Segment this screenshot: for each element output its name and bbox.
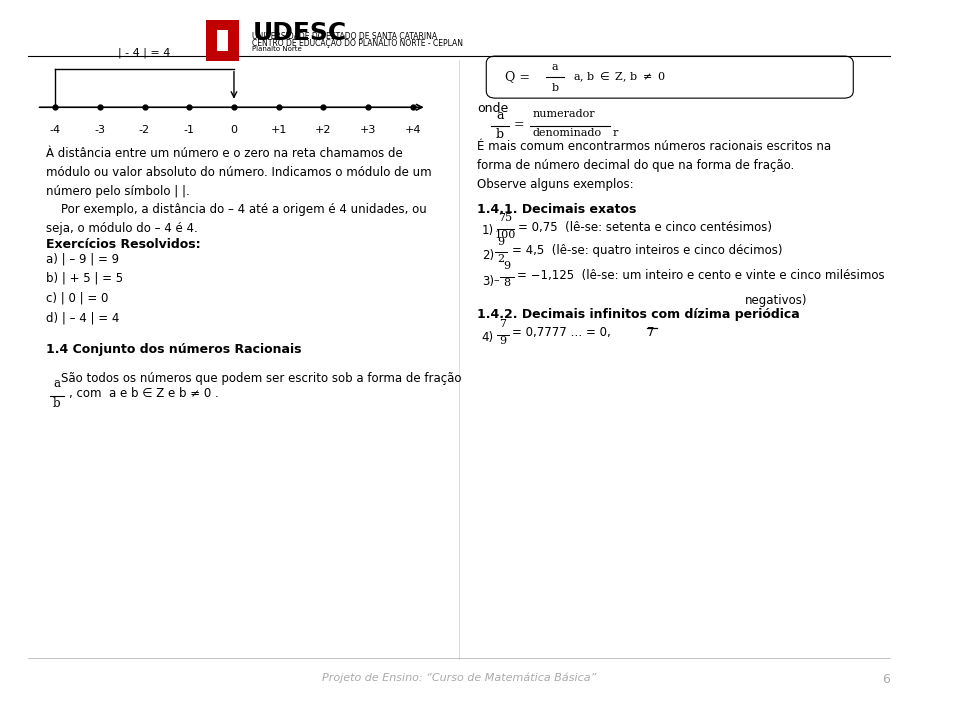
Text: 0: 0 [230, 125, 237, 135]
Text: +2: +2 [315, 125, 331, 135]
Text: –: – [493, 275, 499, 285]
Text: UDESC: UDESC [252, 21, 347, 45]
Text: +4: +4 [404, 125, 421, 135]
Text: , com  a e b ∈ Z e b ≠ 0 .: , com a e b ∈ Z e b ≠ 0 . [69, 388, 219, 400]
Text: +3: +3 [360, 125, 376, 135]
Text: = 0,75  (lê-se: setenta e cinco centésimos): = 0,75 (lê-se: setenta e cinco centésimo… [518, 221, 773, 233]
Text: onde: onde [477, 102, 509, 115]
Text: a: a [552, 62, 559, 72]
Text: b: b [552, 83, 559, 93]
Text: Projeto de Ensino: “Curso de Matemática Básica”: Projeto de Ensino: “Curso de Matemática … [322, 673, 596, 683]
Text: 1.4 Conjunto dos números Racionais: 1.4 Conjunto dos números Racionais [46, 343, 301, 357]
Text: 9: 9 [503, 261, 510, 271]
Text: Exercícios Resolvidos:: Exercícios Resolvidos: [46, 238, 201, 252]
Text: 1.4.2. Decimais infinitos com dízima periódica: 1.4.2. Decimais infinitos com dízima per… [477, 308, 800, 322]
Text: b: b [496, 128, 504, 141]
Text: 100: 100 [494, 230, 516, 240]
Bar [206, 20, 238, 61]
Text: negativos): negativos) [745, 294, 807, 308]
Text: À distância entre um número e o zero na reta chamamos de
módulo ou valor absolut: À distância entre um número e o zero na … [46, 147, 431, 198]
Text: a: a [496, 109, 504, 122]
Text: denominado: denominado [532, 128, 601, 137]
Text: -3: -3 [94, 125, 106, 135]
Text: 7: 7 [647, 326, 655, 339]
Text: | - 4 | = 4: | - 4 | = 4 [118, 48, 171, 58]
Text: r: r [612, 128, 618, 137]
Text: É mais comum encontrarmos números racionais escritos na
forma de número decimal : É mais comum encontrarmos números racion… [477, 140, 831, 191]
Text: -4: -4 [50, 125, 60, 135]
Text: 2): 2) [482, 249, 493, 262]
Text: b: b [53, 397, 60, 411]
Text: d) | – 4 | = 4: d) | – 4 | = 4 [46, 311, 119, 325]
Text: CENTRO DE EDUCAÇÃO DO PLANALTO NORTE - CEPLAN: CENTRO DE EDUCAÇÃO DO PLANALTO NORTE - C… [252, 38, 464, 48]
Text: 4): 4) [482, 331, 493, 344]
Text: 1): 1) [482, 224, 493, 238]
Text: 8: 8 [503, 278, 510, 288]
Text: a: a [54, 377, 60, 390]
Text: +1: +1 [271, 125, 287, 135]
FancyBboxPatch shape [487, 56, 853, 98]
Bar [217, 30, 228, 51]
Text: 75: 75 [498, 213, 513, 223]
Text: = 0,7777 … = 0,: = 0,7777 … = 0, [512, 326, 611, 339]
Text: b) | + 5 | = 5: b) | + 5 | = 5 [46, 272, 123, 285]
Text: -2: -2 [139, 125, 150, 135]
Text: a, b $\in$ Z, b $\neq$ 0: a, b $\in$ Z, b $\neq$ 0 [573, 70, 666, 84]
Text: 6: 6 [882, 673, 890, 686]
Text: = 4,5  (lê-se: quatro inteiros e cinco décimos): = 4,5 (lê-se: quatro inteiros e cinco dé… [512, 244, 782, 257]
Text: numerador: numerador [532, 109, 595, 119]
Text: Q =: Q = [505, 71, 530, 83]
Text: Por exemplo, a distância do – 4 até a origem é 4 unidades, ou
seja, o módulo do : Por exemplo, a distância do – 4 até a or… [46, 203, 426, 236]
Text: São todos os números que podem ser escrito sob a forma de fração: São todos os números que podem ser escri… [46, 372, 462, 385]
Text: 7: 7 [499, 319, 506, 329]
Text: c) | 0 | = 0: c) | 0 | = 0 [46, 292, 108, 305]
Text: -1: -1 [183, 125, 195, 135]
Text: 9: 9 [499, 336, 506, 346]
Text: 2: 2 [497, 254, 505, 264]
Text: = −1,125  (lê-se: um inteiro e cento e vinte e cinco milésimos: = −1,125 (lê-se: um inteiro e cento e vi… [516, 269, 884, 282]
Text: 3): 3) [482, 275, 493, 288]
Text: a) | – 9 | = 9: a) | – 9 | = 9 [46, 252, 119, 266]
Text: 1.4.1. Decimais exatos: 1.4.1. Decimais exatos [477, 203, 636, 217]
Text: 9: 9 [497, 237, 505, 247]
Text: UNIVERSIDADE DO ESTADO DE SANTA CATARINA: UNIVERSIDADE DO ESTADO DE SANTA CATARINA [252, 32, 438, 41]
Text: Planalto Norte: Planalto Norte [252, 46, 302, 52]
Text: =: = [514, 118, 524, 131]
